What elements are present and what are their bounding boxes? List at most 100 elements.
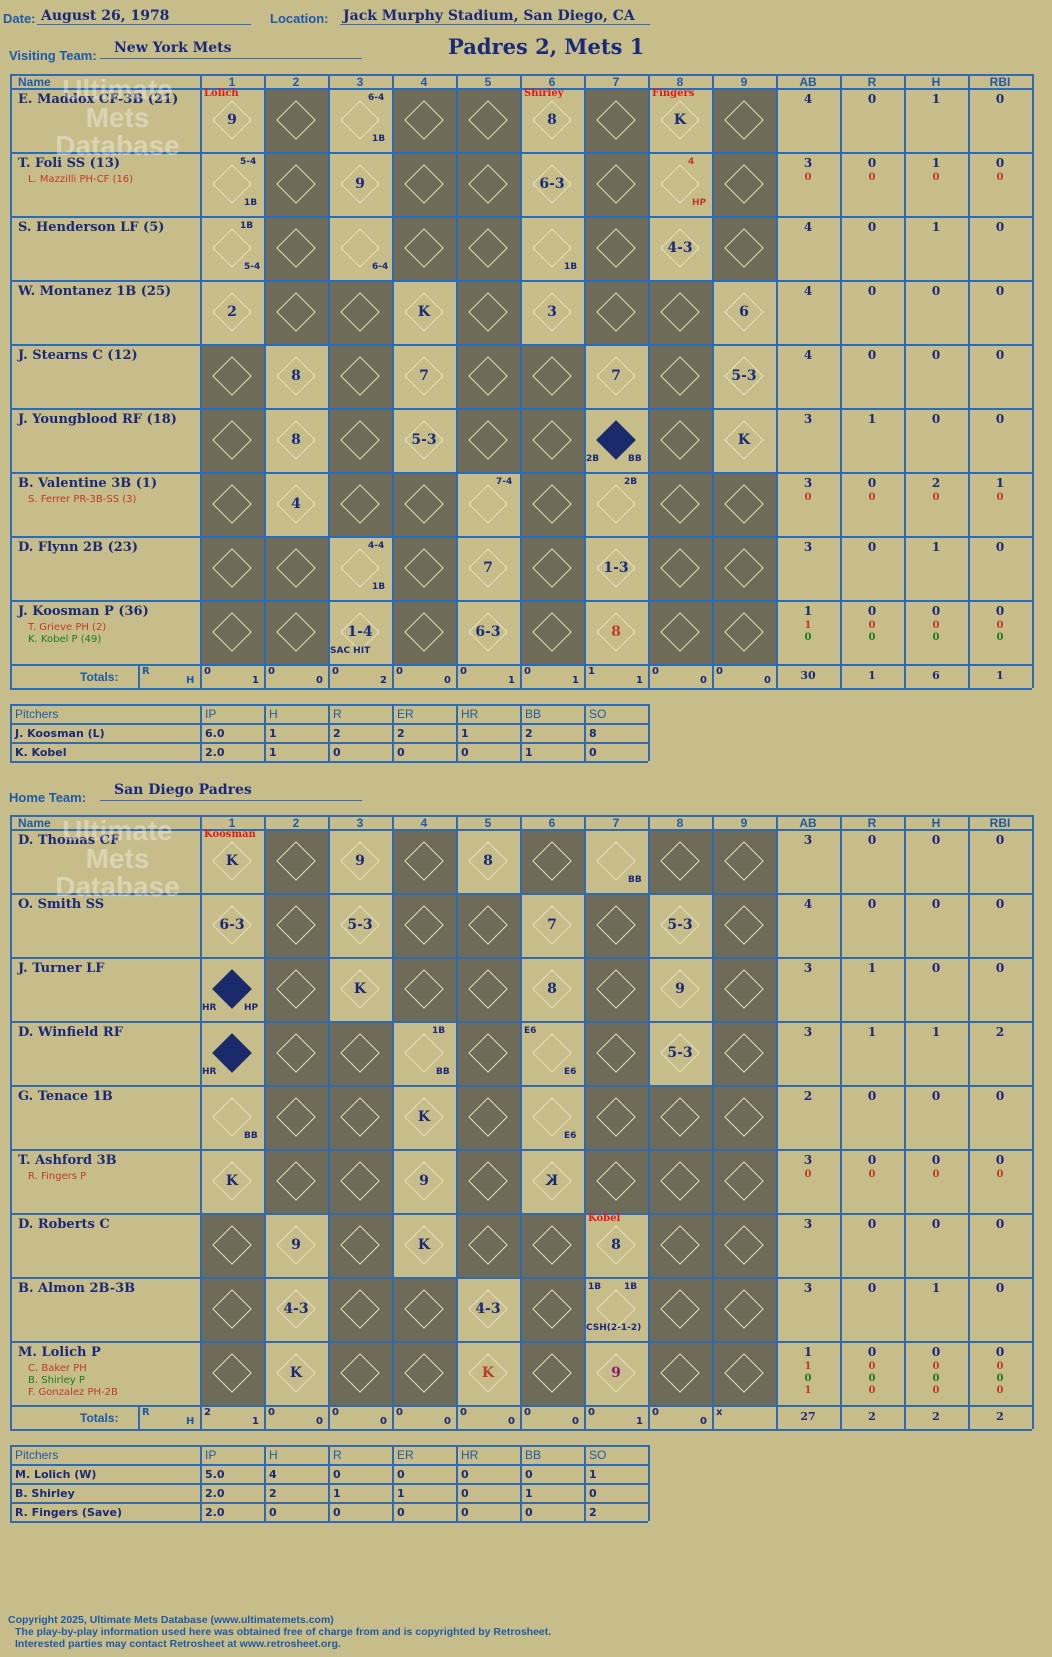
batter-stat: 0 xyxy=(931,833,941,847)
play-result: K xyxy=(417,1109,431,1125)
grid-line xyxy=(648,74,650,688)
shaded-cell xyxy=(328,1085,392,1149)
shaded-cell xyxy=(200,536,264,600)
batter-stat: 0 xyxy=(867,1089,877,1103)
watermark: Ultimate Mets Database xyxy=(55,74,180,161)
batter-stat: 0 xyxy=(932,1385,940,1396)
batter-stat: 0 xyxy=(995,1217,1005,1231)
pitching-header: Pitchers xyxy=(15,707,59,721)
shaded-cell xyxy=(264,829,328,893)
shaded-cell xyxy=(712,472,776,536)
home-team-label: Home Team: xyxy=(9,790,87,805)
batter-stat: 0 xyxy=(931,961,941,975)
inning-hits: 1 xyxy=(252,1416,259,1427)
batter-stat: 0 xyxy=(804,1373,812,1384)
play-result: 5-3 xyxy=(411,432,437,448)
batter-stat: 0 xyxy=(996,1385,1004,1396)
shaded-cell xyxy=(200,1213,264,1277)
shaded-cell xyxy=(712,1277,776,1341)
visiting-team-label: Visiting Team: xyxy=(9,48,97,63)
pitching-grid-line xyxy=(520,704,522,761)
batter-stat: 3 xyxy=(803,156,813,170)
shaded-cell xyxy=(264,280,328,344)
game-location: Jack Murphy Stadium, San Diego, CA xyxy=(343,8,635,24)
batter-stat: 0 xyxy=(931,348,941,362)
grid-line xyxy=(264,74,266,688)
inning-runs: 0 xyxy=(716,666,723,677)
batter-stat: 0 xyxy=(995,220,1005,234)
play-result: 7 xyxy=(483,560,493,576)
play-result: 1-4 xyxy=(347,624,373,640)
batter-stat: 0 xyxy=(867,897,877,911)
inning-hits: 1 xyxy=(572,675,579,686)
shaded-cell xyxy=(456,957,520,1021)
base-diamond xyxy=(596,484,636,524)
shaded-cell xyxy=(392,1341,456,1405)
shaded-cell xyxy=(200,600,264,664)
play-note: 1B xyxy=(240,221,254,231)
pitching-grid-line xyxy=(456,704,458,761)
batter-stat: 0 xyxy=(932,1373,940,1384)
play-result: 8 xyxy=(547,112,557,128)
grid-line xyxy=(138,664,140,688)
shaded-cell xyxy=(328,1149,392,1213)
pitching-grid-line xyxy=(328,704,330,761)
grid-line xyxy=(138,1405,140,1429)
pitching-grid-line xyxy=(10,1445,12,1521)
pitching-cell: 2.0 xyxy=(205,1487,225,1500)
team-total-stat: 1 xyxy=(868,669,876,682)
shaded-cell xyxy=(648,344,712,408)
home-team-name: San Diego Padres xyxy=(114,782,252,798)
batter-stat: 3 xyxy=(803,540,813,554)
totals-label: Totals: xyxy=(80,670,119,684)
substitute-name: K. Kobel P (49) xyxy=(28,634,102,645)
inning-header: 9 xyxy=(740,816,748,830)
pitching-cell: 0 xyxy=(333,1506,341,1519)
shaded-cell xyxy=(712,152,776,216)
batter-name: J. Koosman P (36) xyxy=(18,604,149,619)
inning-header: 4 xyxy=(420,816,428,830)
play-result: 4-3 xyxy=(283,1301,309,1317)
shaded-cell xyxy=(456,1085,520,1149)
batter-stat: 0 xyxy=(867,604,877,618)
batter-stat: 3 xyxy=(803,961,813,975)
pitching-cell: M. Lolich (W) xyxy=(15,1468,97,1481)
pitching-grid-line xyxy=(264,1445,266,1521)
batter-stat: 0 xyxy=(804,492,812,503)
grid-line xyxy=(1032,815,1034,1429)
pitcher-change-tag: Lolich xyxy=(204,88,239,99)
inning-hits: 0 xyxy=(572,1416,579,1427)
pitching-cell: 2 xyxy=(269,1487,277,1500)
inning-runs: 0 xyxy=(268,666,275,677)
grid-line xyxy=(10,815,12,1429)
play-note: BB xyxy=(436,1067,450,1077)
play-result: 7 xyxy=(547,917,557,933)
batter-stat: 0 xyxy=(995,156,1005,170)
pitching-grid-line xyxy=(328,1445,330,1521)
play-note: 1B xyxy=(588,1282,602,1292)
grid-line xyxy=(456,74,458,688)
play-result: 9 xyxy=(611,1365,621,1381)
play-note: 5-4 xyxy=(244,262,261,272)
inning-header: 5 xyxy=(484,75,492,89)
play-result: 8 xyxy=(611,1237,621,1253)
batter-stat: 3 xyxy=(803,1153,813,1167)
shaded-cell xyxy=(712,600,776,664)
batter-stat: 0 xyxy=(932,620,940,631)
shaded-cell xyxy=(200,344,264,408)
team-total-stat: 30 xyxy=(800,669,816,682)
batter-stat: 0 xyxy=(995,284,1005,298)
inning-header: 3 xyxy=(356,75,364,89)
grid-line xyxy=(328,815,330,1429)
grid-line xyxy=(200,815,202,1429)
batter-name: B. Almon 2B-3B xyxy=(18,1281,136,1296)
shaded-cell xyxy=(520,472,584,536)
inning-hits: 1 xyxy=(636,1416,643,1427)
pitching-cell: 2 xyxy=(397,727,405,740)
play-result: 4 xyxy=(291,496,301,512)
play-result: 6-3 xyxy=(539,176,565,192)
batter-stat: 1 xyxy=(803,604,813,618)
pitching-cell: 0 xyxy=(269,1506,277,1519)
batter-stat: 3 xyxy=(803,833,813,847)
play-note: 6-4 xyxy=(372,262,389,272)
